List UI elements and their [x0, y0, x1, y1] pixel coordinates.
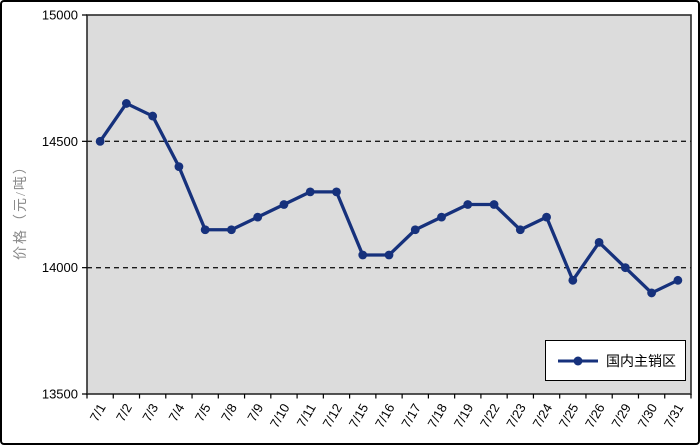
- x-tick-label: 7/26: [582, 401, 608, 430]
- data-point-marker: [95, 136, 105, 146]
- x-tick-label: 7/4: [165, 401, 187, 424]
- x-tick-label: 7/25: [556, 401, 582, 430]
- y-axis-title: 价格（元/吨）: [14, 158, 29, 260]
- y-tick-label: 13500: [42, 387, 78, 402]
- data-point-marker: [437, 212, 446, 222]
- x-tick-label: 7/16: [372, 401, 398, 430]
- data-point-marker: [515, 225, 525, 235]
- x-tick-label: 7/29: [608, 401, 634, 430]
- data-point-marker: [253, 212, 263, 222]
- data-point-marker: [200, 225, 210, 235]
- data-point-marker: [463, 200, 473, 209]
- x-tick-label: 7/24: [530, 401, 556, 430]
- data-point-marker: [227, 225, 236, 235]
- data-point-marker: [148, 111, 158, 121]
- data-point-marker: [332, 187, 341, 197]
- x-tick-label: 7/30: [635, 401, 661, 430]
- x-tick-label: 7/3: [139, 401, 161, 424]
- x-tick-label: 7/2: [113, 401, 135, 424]
- data-point-marker: [410, 225, 420, 235]
- data-point-marker: [384, 250, 394, 260]
- data-point-marker: [542, 212, 551, 222]
- x-tick-label: 7/31: [661, 401, 687, 430]
- data-point-marker: [279, 200, 289, 209]
- data-point-marker: [489, 200, 499, 209]
- data-point-marker: [121, 99, 131, 108]
- x-tick-label: 7/18: [424, 401, 450, 430]
- x-tick-label: 7/5: [192, 401, 214, 424]
- x-tick-label: 7/19: [451, 401, 477, 430]
- data-point-marker: [305, 187, 315, 197]
- data-point-marker: [594, 238, 604, 247]
- legend-series-label: 国内主销区: [606, 354, 676, 370]
- y-tick-label: 14500: [42, 134, 78, 149]
- y-tick-label: 15000: [42, 8, 78, 23]
- y-tick-label: 14000: [42, 260, 78, 275]
- data-point-marker: [647, 288, 657, 298]
- x-tick-label: 7/11: [294, 401, 319, 430]
- x-tick-label: 7/23: [503, 401, 529, 430]
- data-point-marker: [174, 162, 184, 172]
- legend-line-marker-icon: [558, 356, 598, 365]
- x-tick-label: 7/22: [477, 401, 503, 430]
- x-tick-label: 7/10: [267, 401, 293, 430]
- x-tick-label: 7/15: [346, 401, 372, 430]
- data-point-marker: [568, 275, 578, 285]
- data-point-marker: [620, 263, 630, 273]
- legend: 国内主销区: [545, 340, 686, 381]
- x-tick-label: 7/9: [244, 401, 266, 424]
- data-point-marker: [358, 250, 368, 260]
- x-tick-label: 7/17: [398, 401, 424, 430]
- data-point-marker: [673, 275, 683, 285]
- x-tick-label: 7/1: [87, 401, 109, 424]
- x-tick-label: 7/8: [218, 401, 240, 424]
- plot-area: [86, 14, 692, 395]
- x-tick-label: 7/12: [319, 401, 345, 430]
